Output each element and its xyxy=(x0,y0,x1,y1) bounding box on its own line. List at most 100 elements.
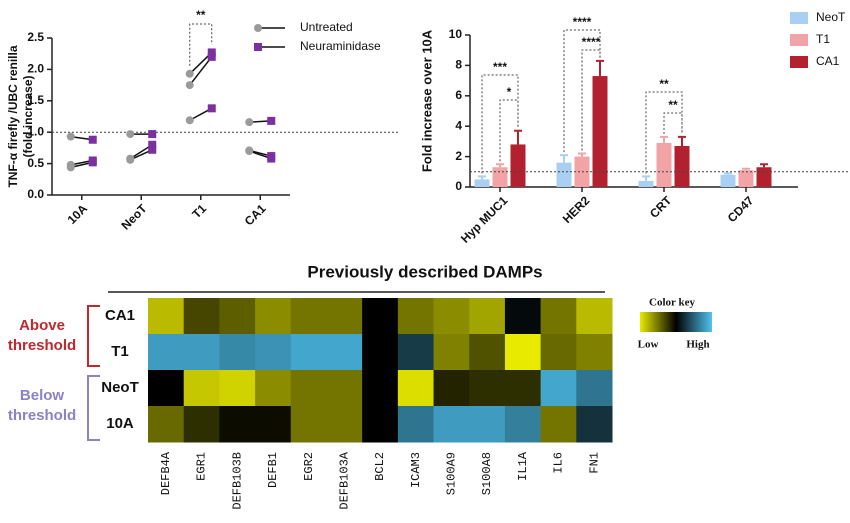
point xyxy=(126,130,135,139)
group-label: Above xyxy=(19,317,65,334)
y-axis-label: (fold increase) xyxy=(21,75,35,157)
y-axis-label: Fold increase over 10A xyxy=(419,29,434,172)
heat-cell xyxy=(326,298,363,335)
annotation: *** xyxy=(493,60,507,74)
error-bar xyxy=(760,163,768,168)
error-bar xyxy=(560,154,568,163)
x-tick-label: 10A xyxy=(65,201,91,227)
heat-cell xyxy=(219,334,256,371)
legend-swatch xyxy=(790,56,808,68)
x-tick-label: Hyp MUC1 xyxy=(458,193,511,246)
point xyxy=(185,116,194,125)
bar xyxy=(656,142,672,187)
bar xyxy=(674,145,690,187)
y-tick-label: 0.5 xyxy=(27,156,44,170)
heat-cell xyxy=(183,298,220,335)
point xyxy=(207,52,216,61)
point xyxy=(126,155,135,164)
row-label: 10A xyxy=(106,415,134,432)
heat-cell xyxy=(397,334,435,371)
heat-cell xyxy=(219,298,256,335)
heat-cell xyxy=(397,370,435,407)
column-label: IL1A xyxy=(516,451,530,481)
heat-cell xyxy=(362,406,399,443)
bar xyxy=(720,174,736,187)
point xyxy=(66,132,75,141)
y-tick-label: 2.0 xyxy=(27,62,44,76)
y-tick-label: 0.0 xyxy=(27,187,44,201)
y-tick-label: 0 xyxy=(455,179,462,193)
error-bar xyxy=(496,163,504,168)
legend-swatch xyxy=(790,34,808,46)
sig-bracket xyxy=(189,23,213,66)
row-label: T1 xyxy=(111,343,129,360)
bar xyxy=(510,144,526,187)
annotation: * xyxy=(507,85,512,99)
column-label: ICAM3 xyxy=(409,452,423,488)
error-bar xyxy=(514,129,522,145)
group-label: threshold xyxy=(8,407,76,424)
bar xyxy=(756,167,772,187)
heat-cell xyxy=(540,334,577,371)
point xyxy=(185,81,194,90)
y-tick-label: 6 xyxy=(455,88,462,102)
bar xyxy=(592,76,608,187)
heat-cell xyxy=(469,334,506,371)
group-bracket xyxy=(87,305,100,367)
row-label: NeoT xyxy=(101,379,139,396)
y-tick-label: 1.5 xyxy=(27,93,44,107)
column-label: DEFB103A xyxy=(337,451,351,509)
error-bar xyxy=(578,152,586,157)
point xyxy=(66,163,75,172)
y-axis-label: TNF-α firefly /UBC renilla xyxy=(6,45,20,187)
sig-bracket xyxy=(563,29,601,153)
y-tick-label: 10 xyxy=(449,27,463,41)
point xyxy=(245,118,254,127)
error-bar xyxy=(596,59,604,77)
heat-cell xyxy=(148,370,185,407)
column-label: BCL2 xyxy=(373,452,387,481)
heat-cell xyxy=(540,298,577,335)
sig-bracket xyxy=(645,91,683,174)
y-tick-label: 2.5 xyxy=(27,30,44,44)
x-tick-label: HER2 xyxy=(560,193,593,226)
heat-cell xyxy=(469,370,506,407)
color-key-low: Low xyxy=(638,339,659,351)
point xyxy=(207,48,216,57)
heat-cell xyxy=(433,406,470,443)
heat-cell xyxy=(540,406,577,443)
heat-cell xyxy=(183,334,220,371)
group-label: threshold xyxy=(8,337,76,354)
color-key-title: Color key xyxy=(649,297,695,309)
column-label: EGR2 xyxy=(302,452,316,481)
x-tick-label: T1 xyxy=(189,201,209,221)
column-label: IL6 xyxy=(552,452,566,474)
heat-cell xyxy=(290,406,327,443)
error-bar xyxy=(742,167,750,171)
legend-marker xyxy=(254,43,262,51)
x-tick-label: CD47 xyxy=(725,193,757,225)
row-label: CA1 xyxy=(105,307,135,324)
heat-cell xyxy=(576,298,613,335)
heat-cell xyxy=(469,406,506,443)
heat-cell xyxy=(148,334,185,371)
heat-cell xyxy=(433,334,470,371)
legend-label: CA1 xyxy=(816,54,840,68)
heat-cell xyxy=(504,334,542,371)
point xyxy=(148,130,157,139)
error-bar xyxy=(478,175,486,180)
column-label: DEFB103B xyxy=(230,452,244,510)
heat-cell xyxy=(290,298,327,335)
annotation: ** xyxy=(659,77,669,91)
legend-label: Untreated xyxy=(300,20,353,34)
heat-cell xyxy=(148,298,185,335)
heat-cell xyxy=(290,334,327,371)
heat-cell xyxy=(183,370,220,407)
heat-cell xyxy=(219,370,256,407)
heat-cell xyxy=(397,406,435,443)
y-tick-label: 8 xyxy=(455,58,462,72)
heatmap-title: Previously described DAMPs xyxy=(307,262,542,281)
heat-cell xyxy=(540,370,577,407)
